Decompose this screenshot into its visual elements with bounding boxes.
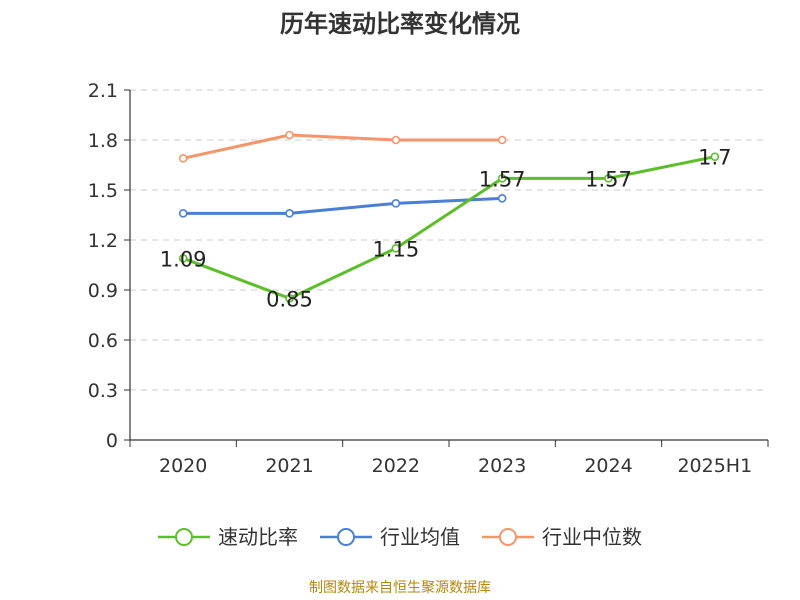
y-tick-label: 0.6 <box>88 330 118 352</box>
y-tick-label: 1.2 <box>88 230 118 252</box>
data-point[interactable] <box>285 130 294 140</box>
y-tick-label: 0 <box>106 430 118 452</box>
legend-label: 速动比率 <box>218 525 298 549</box>
x-tick-label: 2021 <box>265 455 313 477</box>
series-line-2 <box>181 133 504 160</box>
data-label: 0.85 <box>266 287 313 311</box>
data-label: 1.57 <box>585 167 632 191</box>
legend-swatch-icon <box>158 528 210 546</box>
data-point[interactable] <box>710 152 720 161</box>
data-point[interactable] <box>178 254 188 263</box>
data-labels: 1.09 0.85 1.15 1.57 1.57 1.7 <box>160 146 732 312</box>
legend-swatch-icon <box>320 528 372 546</box>
data-point[interactable] <box>497 174 507 183</box>
data-label: 1.15 <box>372 237 419 261</box>
x-tick-label: 2025H1 <box>677 455 752 477</box>
x-tick-label: 2024 <box>584 455 632 477</box>
data-label: 1.57 <box>479 167 526 191</box>
data-label: 1.09 <box>160 247 207 271</box>
legend-item[interactable]: 行业中位数 <box>482 523 642 551</box>
data-point[interactable] <box>391 199 401 208</box>
y-tick-label: 1.5 <box>88 180 118 202</box>
y-tick-label: 0.3 <box>88 380 118 402</box>
axes: 0 0.3 0.6 0.9 1.2 1.5 1.8 2.1 2020 2021 2022 2023 20… <box>88 80 769 477</box>
data-point[interactable] <box>497 194 507 203</box>
data-point[interactable] <box>178 154 188 163</box>
y-tick-label: 1.8 <box>88 130 118 152</box>
data-point[interactable] <box>178 209 188 218</box>
legend-item[interactable]: 行业均值 <box>320 523 460 551</box>
legend-swatch-icon <box>482 528 534 546</box>
data-point[interactable] <box>391 244 401 253</box>
series-line-0 <box>181 155 717 300</box>
y-tick-label: 0.9 <box>88 280 118 302</box>
series-line-1 <box>181 196 504 215</box>
x-tick-label: 2020 <box>159 455 207 477</box>
legend-item[interactable]: 速动比率 <box>158 523 298 551</box>
source-note: 制图数据来自恒生聚源数据库 <box>309 580 491 596</box>
data-point[interactable] <box>604 174 613 183</box>
data-point[interactable] <box>285 209 294 218</box>
x-tick-label: 2022 <box>372 455 420 477</box>
data-point[interactable] <box>391 135 401 145</box>
data-point[interactable] <box>497 135 507 145</box>
y-tick-label: 2.1 <box>88 80 118 102</box>
legend-label: 行业中位数 <box>542 525 642 549</box>
chart-title: 历年速动比率变化情况 <box>280 10 520 38</box>
data-label: 1.7 <box>698 146 731 170</box>
legend-label: 行业均值 <box>380 525 460 549</box>
grid-lines <box>130 89 768 391</box>
legend: 速动比率 行业均值 行业中位数 <box>0 521 800 553</box>
x-tick-label: 2023 <box>478 455 526 477</box>
data-point[interactable] <box>285 294 294 303</box>
series-lines <box>178 130 720 303</box>
